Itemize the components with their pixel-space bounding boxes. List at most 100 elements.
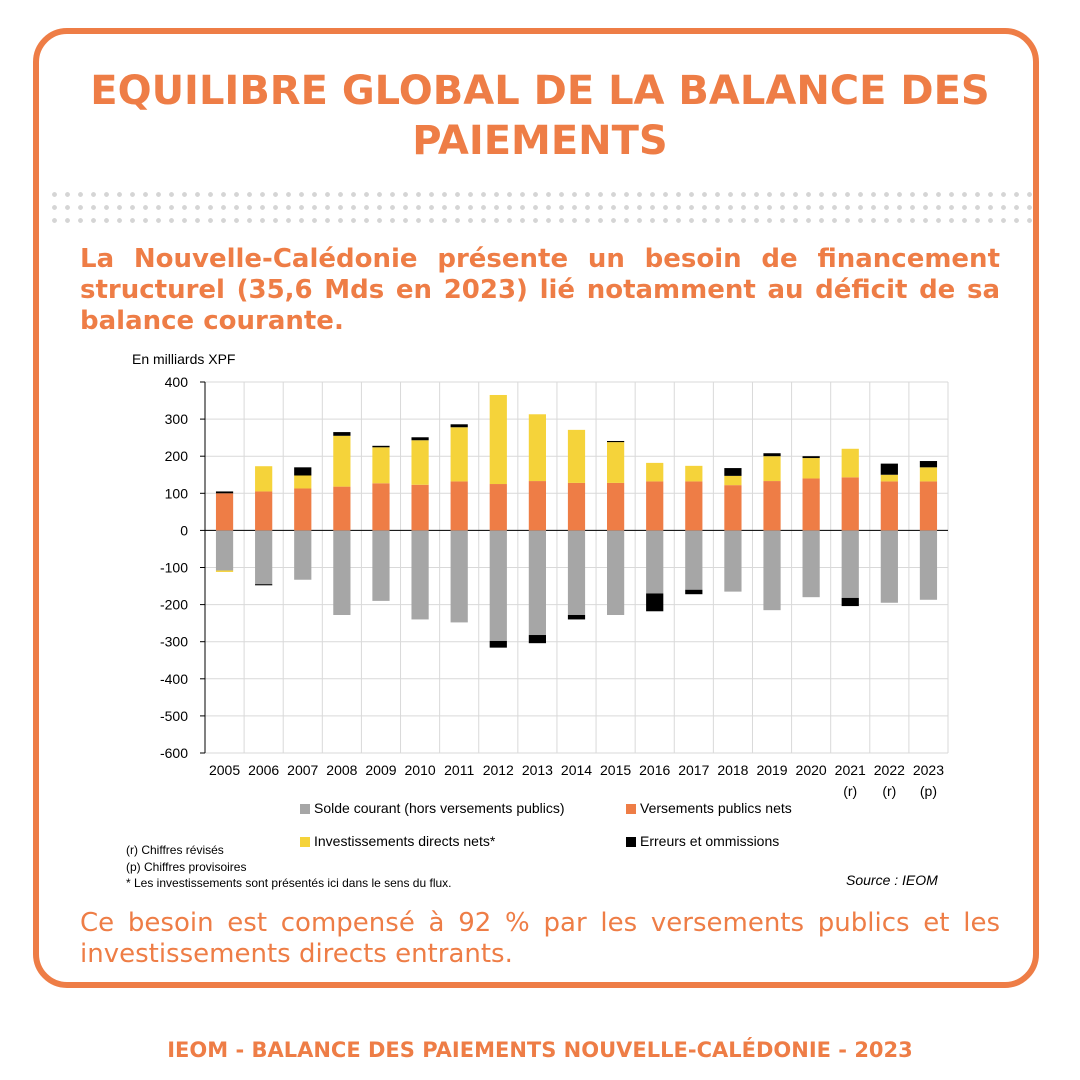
bar-investissements-2009 (372, 447, 390, 484)
bar-versements-2015 (607, 482, 625, 531)
bar-erreurs-2010 (411, 437, 429, 441)
bar-investissements-2006 (255, 466, 273, 492)
bar-versements-2016 (646, 481, 664, 531)
bar-versements-2011 (450, 481, 468, 531)
bar-erreurs-2022 (880, 463, 898, 475)
bar-erreurs-2007 (294, 467, 312, 476)
bar-solde-2007 (294, 530, 312, 580)
bar-solde-2005 (215, 530, 234, 571)
bar-versements-2012 (489, 484, 507, 531)
y-tick-label: -500 (160, 708, 188, 724)
y-tick-label: 300 (165, 411, 189, 427)
stacked-bar-chart: 400 300 200 100 0 -100 -200 -300 -400 -500 -600 200… (160, 374, 949, 799)
bar-versements-2021 (841, 477, 859, 531)
legend-swatch-versements (626, 804, 636, 814)
page-title: EQUILIBRE GLOBAL DE LA BALANCE DES PAIEM… (90, 68, 990, 164)
bar-erreurs-2023 (919, 461, 938, 468)
bar-solde-2019 (763, 530, 781, 611)
x-tick-label: 2023 (913, 762, 944, 778)
x-tick-label: 2017 (678, 762, 709, 778)
bar-versements-2017 (685, 481, 703, 531)
bar-investissements-2008 (333, 435, 351, 487)
x-tick-label: 2005 (209, 762, 240, 778)
bar-versements-2020 (802, 478, 820, 531)
bar-investissements-2023 (919, 467, 938, 482)
bar-versements-2010 (411, 484, 429, 531)
x-tick-label: 2018 (717, 762, 748, 778)
note-revised: (r) Chiffres révisés (126, 843, 224, 857)
x-tick-label: 2020 (796, 762, 827, 778)
y-tick-label: -600 (160, 745, 188, 761)
bar-solde-2017 (685, 530, 703, 590)
x-tick-label: 2015 (600, 762, 631, 778)
bar-erreurs-2011 (450, 424, 468, 428)
bar-solde-2013 (528, 530, 546, 636)
y-tick-label: 400 (165, 374, 189, 390)
note-provisional: (p) Chiffres provisoires (126, 860, 247, 874)
legend-label-solde: Solde courant (hors versements publics) (314, 800, 565, 816)
bar-solde-2022 (880, 530, 898, 603)
bar-solde-2012 (489, 530, 507, 641)
x-tick-label: 2009 (365, 762, 396, 778)
y-tick-label: -200 (160, 597, 188, 613)
x-tick-label: 2021 (835, 762, 866, 778)
x-tick-label: 2016 (639, 762, 670, 778)
bar-investissements-2019 (763, 456, 781, 482)
footer-text: IEOM - BALANCE DES PAIEMENTS NOUVELLE-CA… (167, 1038, 913, 1062)
chart-source: Source : IEOM (846, 872, 938, 888)
bar-investissements-2021 (841, 448, 859, 478)
legend-label-versements: Versements publics nets (640, 800, 792, 816)
x-tick-label: 2014 (561, 762, 592, 778)
x-tick-note: (r) (843, 783, 857, 799)
x-tick-label: 2013 (522, 762, 553, 778)
bar-erreurs-2021 (841, 597, 859, 607)
y-tick-label: -100 (160, 560, 188, 576)
bar-investissements-2017 (685, 465, 703, 482)
bar-investissements-2010 (411, 440, 429, 485)
bar-erreurs-2016 (646, 593, 664, 612)
y-axis-unit-label: En milliards XPF (132, 351, 236, 367)
bar-solde-2015 (607, 530, 625, 615)
bar-versements-2007 (294, 488, 312, 531)
bar-solde-2023 (919, 530, 938, 600)
bar-erreurs-2017 (685, 589, 703, 595)
x-tick-note: (p) (920, 783, 937, 799)
bar-investissements-2012 (489, 394, 507, 485)
bar-erreurs-2005 (215, 491, 234, 494)
x-tick-label: 2022 (874, 762, 905, 778)
bar-investissements-2013 (528, 414, 546, 482)
bar-erreurs-2006 (255, 584, 273, 586)
x-tick-label: 2019 (756, 762, 787, 778)
bar-versements-2006 (255, 491, 273, 531)
y-tick-label: 200 (165, 448, 189, 464)
x-tick-label: 2006 (248, 762, 279, 778)
x-tick-label: 2012 (483, 762, 514, 778)
bar-investissements-2007 (294, 475, 312, 489)
bar-solde-2020 (802, 530, 820, 598)
bar-erreurs-2013 (528, 635, 546, 644)
y-tick-label: 0 (180, 522, 188, 538)
bar-versements-2022 (880, 481, 898, 531)
bar-erreurs-2015 (607, 440, 625, 443)
lead-text: La Nouvelle-Calédonie présente un besoin… (80, 244, 1000, 336)
x-tick-label: 2010 (405, 762, 436, 778)
y-tick-label: -400 (160, 671, 188, 687)
bar-investissements-2005 (215, 570, 234, 572)
legend-swatch-investissements (300, 837, 310, 847)
bar-versements-2013 (528, 481, 546, 531)
bar-investissements-2018 (724, 475, 742, 486)
x-tick-label: 2008 (326, 762, 357, 778)
x-tick-label: 2007 (287, 762, 318, 778)
bar-solde-2021 (841, 530, 859, 598)
bar-solde-2011 (450, 530, 468, 623)
closing-text: Ce besoin est compensé à 92 % par les ve… (80, 908, 1000, 969)
bar-investissements-2020 (802, 458, 820, 479)
bar-solde-2006 (255, 530, 273, 585)
bar-versements-2005 (215, 493, 234, 531)
bar-erreurs-2018 (724, 468, 742, 476)
bar-erreurs-2020 (802, 456, 820, 459)
bar-investissements-2011 (450, 427, 468, 482)
bar-solde-2010 (411, 530, 429, 620)
bar-solde-2009 (372, 530, 390, 601)
y-tick-label: -300 (160, 634, 188, 650)
